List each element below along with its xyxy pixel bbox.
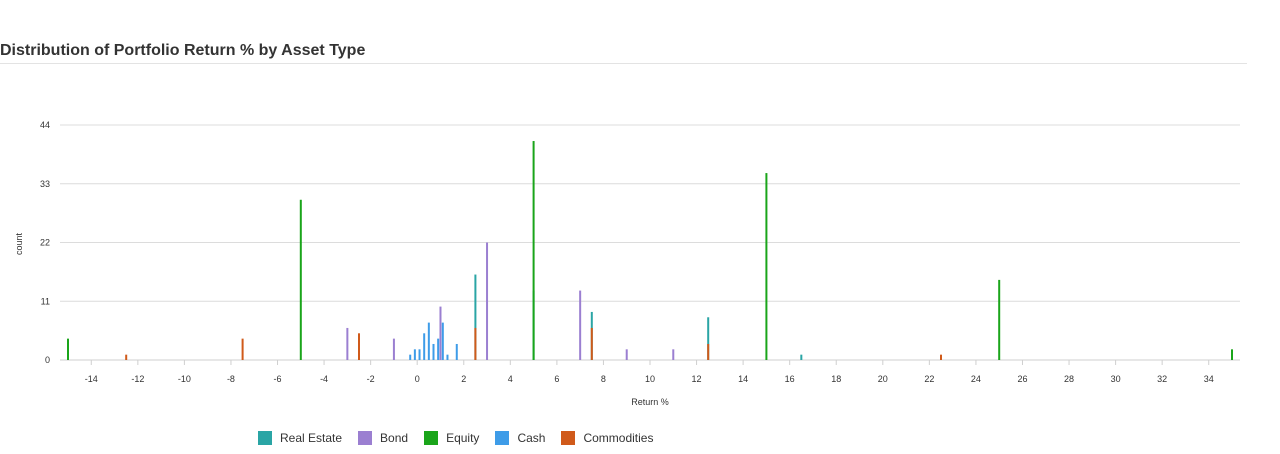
legend-swatch xyxy=(495,431,510,445)
legend-label: Real Estate xyxy=(280,431,343,445)
bar-equity[interactable] xyxy=(1231,349,1233,360)
x-tick-label: 26 xyxy=(1017,374,1027,384)
x-tick-label: 10 xyxy=(645,374,655,384)
bar-cash[interactable] xyxy=(409,354,412,360)
bar-cash[interactable] xyxy=(423,333,426,360)
bar-commodities[interactable] xyxy=(707,343,710,360)
bars xyxy=(67,141,1233,360)
bar-equity[interactable] xyxy=(532,141,535,360)
bar-commodities[interactable] xyxy=(590,327,593,360)
title-divider xyxy=(0,63,1247,64)
y-tick-label: 0 xyxy=(45,355,50,365)
x-axis-title: Return % xyxy=(631,397,669,407)
legend-label: Cash xyxy=(517,431,546,445)
x-tick-label: 12 xyxy=(692,374,702,384)
x-tick-label: 24 xyxy=(971,374,981,384)
gridlines xyxy=(60,124,1240,361)
bar-commodities[interactable] xyxy=(474,327,477,360)
x-tick-label: -12 xyxy=(131,374,144,384)
bar-equity[interactable] xyxy=(299,199,302,360)
x-tick-label: 6 xyxy=(554,374,559,384)
bar-real-estate[interactable] xyxy=(707,317,710,360)
y-tick-label: 33 xyxy=(40,179,50,189)
bar-bond[interactable] xyxy=(392,338,395,360)
x-tick-label: 4 xyxy=(508,374,513,384)
legend-item-real-estate[interactable]: Real Estate xyxy=(258,431,342,445)
legend-label: Commodities xyxy=(583,431,654,445)
bar-commodities[interactable] xyxy=(125,354,128,360)
bar-cash[interactable] xyxy=(413,349,416,360)
bar-bond[interactable] xyxy=(672,349,675,360)
bar-cash[interactable] xyxy=(437,338,440,360)
bar-equity[interactable] xyxy=(67,338,69,360)
x-tick-label: 0 xyxy=(415,374,420,384)
x-tick-label: 8 xyxy=(601,374,606,384)
y-tick-label: 44 xyxy=(40,120,50,130)
legend-swatch xyxy=(561,431,576,445)
x-tick-label: 2 xyxy=(461,374,466,384)
x-tick-label: 18 xyxy=(831,374,841,384)
legend-swatch xyxy=(424,431,439,445)
legend-item-commodities[interactable]: Commodities xyxy=(561,431,653,445)
x-tick-label: 14 xyxy=(738,374,748,384)
x-tick-label: -14 xyxy=(85,374,98,384)
legend-swatch xyxy=(358,431,373,445)
x-tick-label: -10 xyxy=(178,374,191,384)
bar-equity[interactable] xyxy=(998,279,1001,360)
bar-cash[interactable] xyxy=(455,343,458,360)
chart-title: Distribution of Portfolio Return % by As… xyxy=(0,42,366,59)
x-tick-label: 28 xyxy=(1064,374,1074,384)
bar-commodities[interactable] xyxy=(241,338,244,360)
x-tick-label: 32 xyxy=(1157,374,1167,384)
x-tick-label: -2 xyxy=(367,374,375,384)
y-tick-label: 22 xyxy=(40,238,50,248)
bar-bond[interactable] xyxy=(625,349,628,360)
bar-commodities[interactable] xyxy=(940,354,942,360)
legend-item-bond[interactable]: Bond xyxy=(358,431,408,445)
bar-bond[interactable] xyxy=(579,290,582,360)
bar-cash[interactable] xyxy=(432,343,435,360)
x-tick-label: 34 xyxy=(1204,374,1214,384)
bar-real-estate[interactable] xyxy=(800,354,803,360)
bar-cash[interactable] xyxy=(441,322,444,360)
legend-item-equity[interactable]: Equity xyxy=(424,431,479,445)
legend-swatch xyxy=(258,431,272,445)
bar-bond[interactable] xyxy=(346,327,349,360)
bar-bond[interactable] xyxy=(439,306,442,360)
x-tick-label: -6 xyxy=(274,374,282,384)
x-tick-label: -4 xyxy=(320,374,328,384)
legend-label: Equity xyxy=(446,431,480,445)
x-tick-label: 16 xyxy=(785,374,795,384)
bar-bond[interactable] xyxy=(486,242,489,361)
bar-equity[interactable] xyxy=(765,173,768,360)
bar-commodities[interactable] xyxy=(358,333,360,360)
bar-cash[interactable] xyxy=(418,349,421,360)
x-tick-label: 22 xyxy=(924,374,934,384)
bar-cash[interactable] xyxy=(427,322,430,360)
legend-label: Bond xyxy=(380,431,409,445)
x-tick-label: 20 xyxy=(878,374,888,384)
y-axis-title: count xyxy=(14,232,24,255)
y-tick-label: 11 xyxy=(41,296,50,306)
legend-item-cash[interactable]: Cash xyxy=(495,431,545,445)
bar-real-estate[interactable] xyxy=(474,274,477,360)
legend: Real Estate Bond Equity Cash Commodities xyxy=(258,430,669,446)
x-tick-label: -8 xyxy=(227,374,235,384)
bar-cash[interactable] xyxy=(446,354,449,360)
x-tick-label: 30 xyxy=(1111,374,1121,384)
